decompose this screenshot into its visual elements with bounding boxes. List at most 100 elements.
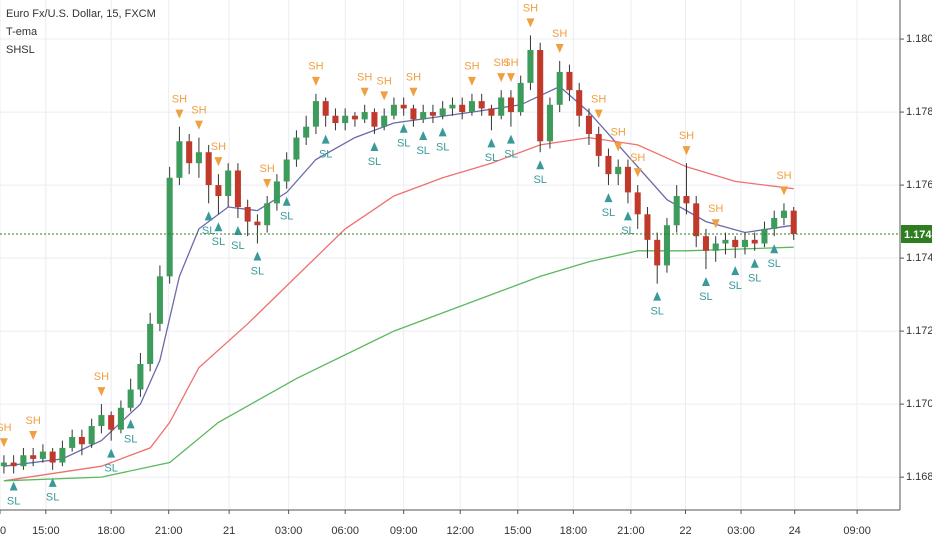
ema-line [3,246,794,482]
sh-marker [311,76,320,86]
candle-body [264,203,271,226]
sl-label: SL [621,225,634,237]
sl-label: SL [436,141,449,153]
sl-marker [48,477,57,487]
candle-body [576,90,583,116]
candle-body [186,141,193,164]
sh-marker [409,87,418,97]
candle-body [751,239,758,244]
sl-marker [604,193,613,203]
sl-marker [282,196,291,206]
y-tick-label: 1.17800 [906,106,932,118]
x-tick-label: 03:00 [727,525,755,537]
candle-body [546,104,553,142]
sh-marker [97,387,106,397]
candle-body [468,101,475,113]
candle-body [585,115,592,134]
ema-line [3,85,794,467]
candle-body [225,170,232,197]
candle-body [390,104,397,116]
candle-body [78,436,85,445]
candle-body [166,177,173,277]
sh-label: SH [679,130,694,142]
candle-body [566,71,573,91]
candle-body [732,239,739,248]
sh-label: SH [357,72,372,84]
sh-label: SH [260,163,275,175]
candle-body [605,155,612,175]
x-tick-label: 18:00 [560,525,588,537]
sl-marker [536,160,545,170]
candle-body [49,451,56,463]
sh-label: SH [503,57,518,69]
candle-body [342,115,349,124]
sl-marker [731,266,740,276]
candle-body [722,239,729,244]
candle-body [595,133,602,156]
candle-body [322,101,329,116]
candle-body [654,239,661,266]
candle-body [693,203,700,237]
sl-marker [214,222,223,232]
axes: 1.16800 1.17000 1.17200 1.17400 1.17600 1.178… [0,33,932,537]
candle-body [283,159,290,182]
x-tick-label: 06:00 [331,525,359,537]
candle-body [254,221,261,226]
candle-body [702,236,709,251]
sh-label: SH [552,28,567,40]
candle-body [98,415,105,427]
x-tick-label: 24 [789,525,801,537]
sh-marker [633,168,642,178]
sh-marker [497,73,506,83]
sl-marker [750,258,759,268]
sl-label: SL [650,306,663,318]
candle-body [624,166,631,193]
candle-body [69,436,76,448]
candle-body [537,50,544,142]
sl-label: SL [104,463,117,475]
candle-body [30,455,37,459]
candle-body [498,97,505,116]
sl-marker [653,291,662,301]
candle-body [59,447,66,463]
sh-marker [594,109,603,119]
x-tick-label: 09:00 [843,525,871,537]
sh-label: SH [464,61,479,73]
sh-marker [214,157,223,167]
y-tick-label: 1.18000 [906,33,932,45]
sl-label: SL [416,145,429,157]
candle-body [147,323,154,364]
sl-marker [701,277,710,287]
candle-body [293,137,300,160]
sl-marker [126,419,135,429]
sh-label: SH [308,61,323,73]
sl-label: SL [231,240,244,252]
x-tick-label: 03:00 [275,525,303,537]
ema-line [3,136,794,482]
sl-label: SL [251,265,264,277]
sh-label: SH [708,203,723,215]
sl-label: SL [485,152,498,164]
sl-marker [204,211,213,221]
sh-label: SH [611,126,626,138]
x-tick-label: 15:00 [32,525,60,537]
sl-marker [253,251,262,261]
candle-body [439,108,446,116]
candle-body [215,185,222,197]
candle-body [488,108,495,116]
candle-body [615,166,622,175]
candle-body [127,389,134,408]
candle-body [683,196,690,204]
candle-body [156,276,163,324]
shsl-markers: SH SH SH SH SH SH SH SH SH SH SH SH SH SH SH SH SH SH SH SH… [0,2,792,507]
sh-label: SH [191,105,206,117]
sh-marker [0,438,8,448]
sh-marker [526,18,535,28]
last-price-box [901,225,932,244]
sh-marker [555,43,564,53]
x-tick-label: 21:00 [617,525,645,537]
sh-label: SH [591,94,606,106]
sh-marker [263,179,272,189]
indicator-label: SHSL [6,44,35,56]
